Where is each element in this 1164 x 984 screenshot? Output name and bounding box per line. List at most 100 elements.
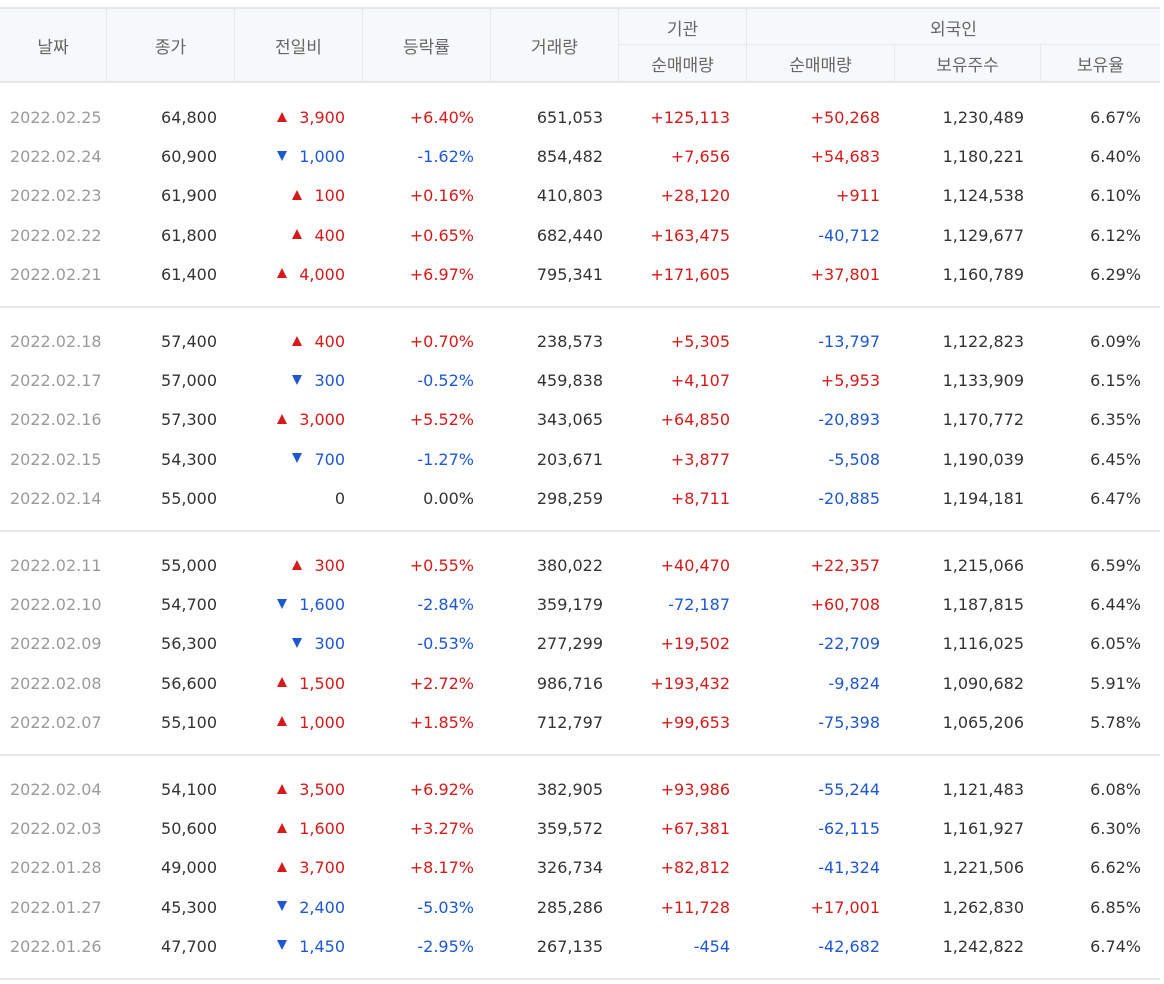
institution-net-cell: +93,986: [661, 770, 730, 809]
close-price-cell: 61,400: [161, 255, 217, 294]
date-cell: 2022.02.14: [10, 479, 102, 518]
date-cell-value: 2022.02.08: [10, 673, 102, 693]
date-cell: 2022.02.24: [10, 137, 102, 176]
close-price-cell-value: 61,800: [161, 225, 217, 245]
institution-net-cell: +67,381: [661, 809, 730, 848]
date-cell-value: 2022.02.18: [10, 332, 102, 351]
close-price-cell: 61,800: [161, 216, 217, 255]
foreign-net-cell: +37,801: [811, 255, 880, 294]
triangle-down-icon: [277, 150, 288, 161]
volume-cell-value: 459,838: [536, 371, 603, 391]
foreign-ratio-cell: 6.47%: [1090, 479, 1141, 518]
change-cell-value: 1,000: [299, 712, 345, 732]
date-cell-value: 2022.01.28: [10, 858, 102, 878]
foreign-net-cell: -62,115: [818, 809, 880, 848]
volume-cell: 651,053: [537, 98, 603, 137]
foreign-ratio-cell: 6.62%: [1090, 848, 1141, 887]
date-cell: 2022.02.18: [10, 322, 102, 361]
foreign-holding-cell: 1,187,815: [943, 585, 1024, 624]
close-price-cell-value: 55,100: [161, 712, 217, 732]
volume-cell: 238,573: [537, 322, 603, 361]
header-close: 종가: [154, 37, 187, 58]
foreign-holding-cell-value: 1,090,682: [942, 673, 1024, 693]
foreign-holding-cell-value: 1,121,483: [942, 780, 1024, 799]
close-price-cell: 50,600: [161, 809, 217, 848]
date-cell-value: 2022.02.14: [10, 488, 102, 508]
change-rate-cell-value: -0.53%: [417, 634, 474, 654]
triangle-up-icon: [277, 268, 288, 279]
foreign-net-cell: +60,708: [811, 585, 880, 624]
header-institution-net: 순매매량: [651, 55, 714, 76]
foreign-ratio-cell-value: 5.78%: [1090, 712, 1141, 732]
date-cell-value: 2022.02.09: [10, 634, 102, 654]
foreign-net-cell: -55,244: [818, 770, 880, 809]
volume-cell-value: 410,803: [536, 186, 603, 206]
change-cell-value: 1,450: [299, 936, 345, 956]
volume-cell: 459,838: [537, 361, 603, 400]
foreign-holding-cell-value: 1,160,789: [942, 264, 1024, 284]
institution-net-cell: +40,470: [661, 546, 730, 585]
foreign-ratio-cell-value: 6.40%: [1090, 147, 1141, 167]
header-divider: [746, 9, 747, 81]
foreign-holding-cell: 1,215,066: [943, 546, 1024, 585]
institution-net-cell-value: +163,475: [650, 225, 730, 245]
change-cell: 0: [335, 479, 345, 518]
close-price-cell-value: 54,300: [161, 449, 217, 469]
table-row: 2022.02.10 54,700 1,600 -2.84% 359,179 -72,18…: [0, 585, 1160, 624]
foreign-ratio-cell: 6.10%: [1090, 176, 1141, 215]
volume-cell-value: 298,259: [536, 488, 603, 508]
change-rate-cell-value: +0.65%: [409, 225, 474, 245]
triangle-up-icon: [277, 677, 288, 688]
change-rate-cell: 0.00%: [423, 479, 474, 518]
change-cell: 3,700: [277, 848, 345, 887]
volume-cell: 382,905: [537, 770, 603, 809]
foreign-holding-cell: 1,121,483: [943, 770, 1024, 809]
date-cell-value: 2022.02.11: [10, 556, 102, 575]
foreign-holding-cell-value: 1,221,506: [942, 858, 1024, 878]
change-cell: 1,000: [277, 137, 345, 176]
change-cell: 400: [292, 216, 345, 255]
group-separator: [0, 978, 1160, 980]
institution-net-cell-value: +82,812: [660, 858, 730, 878]
change-rate-cell: +5.52%: [410, 400, 474, 439]
foreign-holding-cell: 1,129,677: [943, 216, 1024, 255]
change-rate-cell-value: +6.40%: [409, 108, 474, 127]
date-cell: 2022.02.09: [10, 624, 102, 663]
date-cell-value: 2022.02.10: [10, 595, 102, 615]
institution-net-cell-value: +28,120: [660, 186, 730, 206]
institution-net-cell: +8,711: [671, 479, 730, 518]
change-rate-cell: +3.27%: [410, 809, 474, 848]
date-cell-value: 2022.01.27: [10, 897, 102, 917]
table-row: 2022.02.14 55,000 0 0.00% 298,259 +8,711 -20,8…: [0, 479, 1160, 518]
institution-net-cell: +28,120: [661, 176, 730, 215]
change-rate-cell-value: -0.52%: [417, 371, 474, 391]
institution-net-cell: +99,653: [661, 703, 730, 742]
foreign-net-cell-value: -55,244: [818, 780, 880, 799]
foreign-ratio-cell-value: 6.67%: [1090, 108, 1141, 127]
foreign-ratio-cell-value: 6.62%: [1090, 858, 1141, 878]
institution-net-cell: +3,877: [671, 440, 730, 479]
header-change: 전일비: [275, 37, 322, 58]
foreign-holding-cell-value: 1,161,927: [942, 819, 1024, 839]
institution-net-cell-value: +64,850: [660, 410, 730, 430]
close-price-cell-value: 60,900: [161, 147, 217, 167]
foreign-net-cell: -42,682: [818, 927, 880, 966]
table-row: 2022.01.27 45,300 2,400 -5.03% 285,286 +11,72…: [0, 888, 1160, 927]
foreign-holding-cell-value: 1,187,815: [942, 595, 1024, 615]
triangle-down-icon: [292, 453, 303, 464]
date-cell: 2022.01.26: [10, 927, 102, 966]
change-rate-cell: -1.27%: [417, 440, 474, 479]
foreign-holding-cell: 1,065,206: [943, 703, 1024, 742]
foreign-holding-cell-value: 1,180,221: [942, 147, 1024, 167]
header-foreign-holding: 보유주수: [936, 55, 999, 76]
volume-cell-value: 651,053: [536, 108, 603, 127]
close-price-cell: 60,900: [161, 137, 217, 176]
close-price-cell: 49,000: [161, 848, 217, 887]
close-price-cell: 57,000: [161, 361, 217, 400]
header-date: 날짜: [37, 37, 69, 58]
change-rate-cell: +8.17%: [410, 848, 474, 887]
triangle-down-icon: [277, 940, 288, 951]
change-cell-value: 1,500: [299, 673, 345, 693]
close-price-cell: 47,700: [161, 927, 217, 966]
